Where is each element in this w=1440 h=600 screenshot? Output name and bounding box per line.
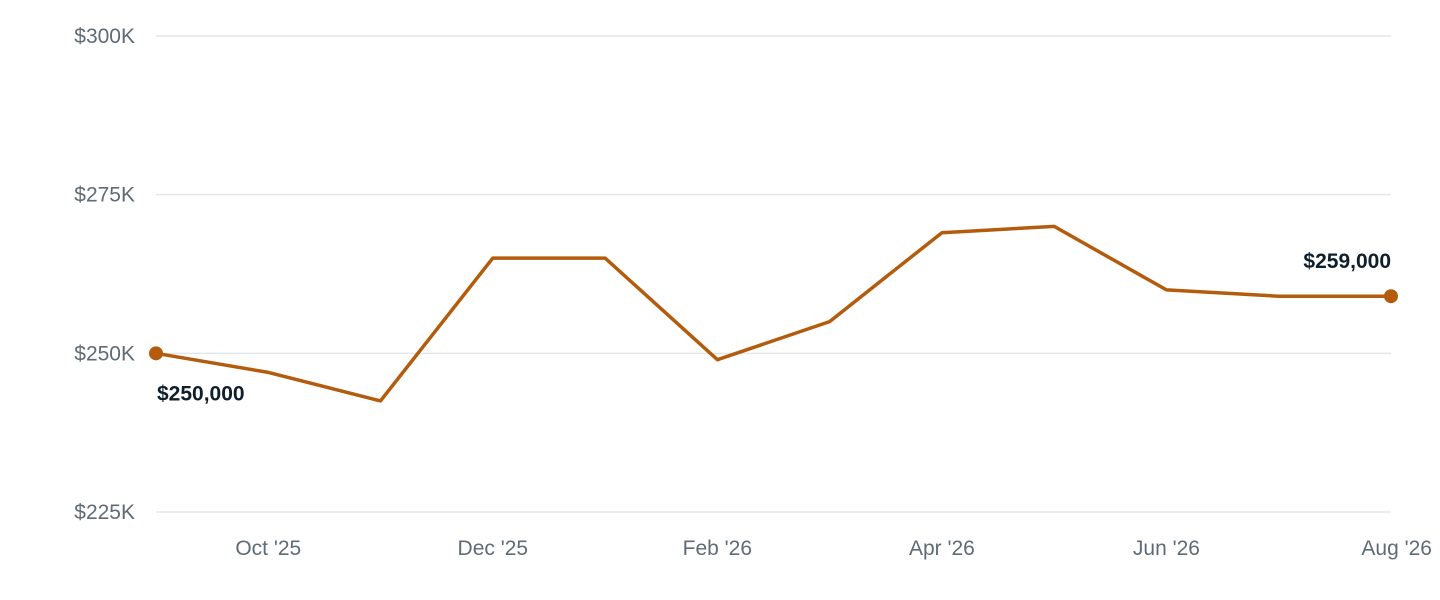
x-tick-label: Jun '26 — [1133, 537, 1200, 560]
y-tick-label: $275K — [74, 184, 135, 207]
data-label: $259,000 — [1303, 250, 1391, 273]
data-point-marker[interactable] — [149, 346, 163, 361]
x-tick-label: Dec '25 — [458, 537, 529, 560]
data-label: $250,000 — [157, 382, 245, 405]
series-line — [154, 224, 1393, 403]
y-tick-label: $300K — [74, 25, 135, 48]
x-tick-label: Aug '26 — [1361, 537, 1432, 560]
grid-layer — [156, 35, 1391, 513]
y-tick-label: $225K — [74, 501, 135, 524]
x-tick-label: Feb '26 — [683, 537, 752, 560]
y-tick-label: $250K — [74, 342, 135, 365]
y-axis: $300K $275K $250K $225K — [74, 25, 135, 524]
data-label-layer: $250,000 $259,000 — [157, 250, 1391, 405]
x-tick-label: Apr '26 — [909, 537, 975, 560]
x-tick-label: Oct '25 — [235, 537, 301, 560]
series-layer — [149, 224, 1398, 403]
data-point-marker[interactable] — [1384, 289, 1398, 304]
x-axis: Oct '25 Dec '25 Feb '26 Apr '26 Jun '26 Aug '… — [235, 537, 1432, 560]
